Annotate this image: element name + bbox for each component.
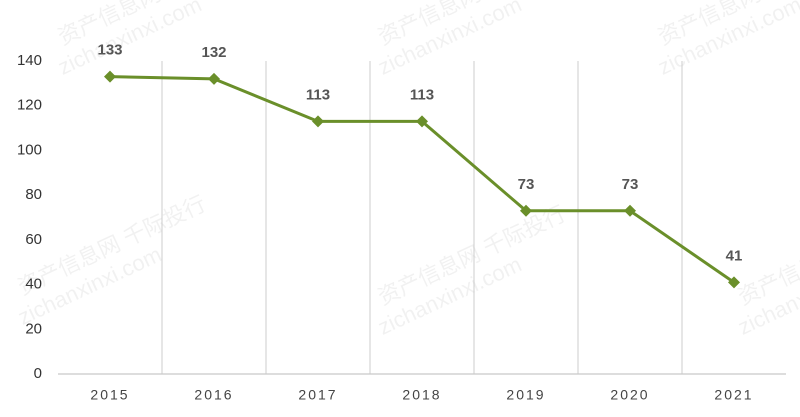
y-tick-label: 40: [25, 276, 42, 293]
x-tick-label: 2020: [610, 387, 649, 403]
marker: [104, 70, 116, 83]
y-tick-label: 20: [25, 320, 42, 337]
y-tick-label: 140: [17, 52, 42, 69]
x-tick-label: 2021: [714, 387, 753, 403]
data-label: 73: [622, 176, 639, 193]
data-label: 73: [518, 176, 535, 193]
x-tick-label: 2018: [402, 387, 441, 403]
marker: [520, 204, 532, 217]
y-tick-label: 0: [34, 365, 42, 382]
x-tick-label: 2019: [506, 387, 545, 403]
y-tick-label: 80: [25, 186, 42, 203]
data-label: 113: [306, 86, 330, 103]
x-tick-label: 2016: [194, 387, 233, 403]
y-tick-label: 100: [17, 141, 42, 158]
line: [109, 75, 735, 284]
data-label: 41: [726, 247, 743, 264]
x-tick-label: 2017: [298, 387, 337, 403]
marker: [208, 72, 220, 85]
data-label: 133: [97, 42, 122, 59]
data-label: 113: [410, 86, 434, 103]
marker: [624, 204, 636, 217]
marker: [728, 276, 740, 289]
x-tick-label: 2015: [90, 387, 129, 403]
marker: [312, 115, 324, 128]
y-tick-label: 120: [17, 97, 42, 114]
marker: [416, 115, 428, 128]
data-label: 132: [201, 44, 226, 61]
y-tick-label: 60: [25, 231, 42, 248]
